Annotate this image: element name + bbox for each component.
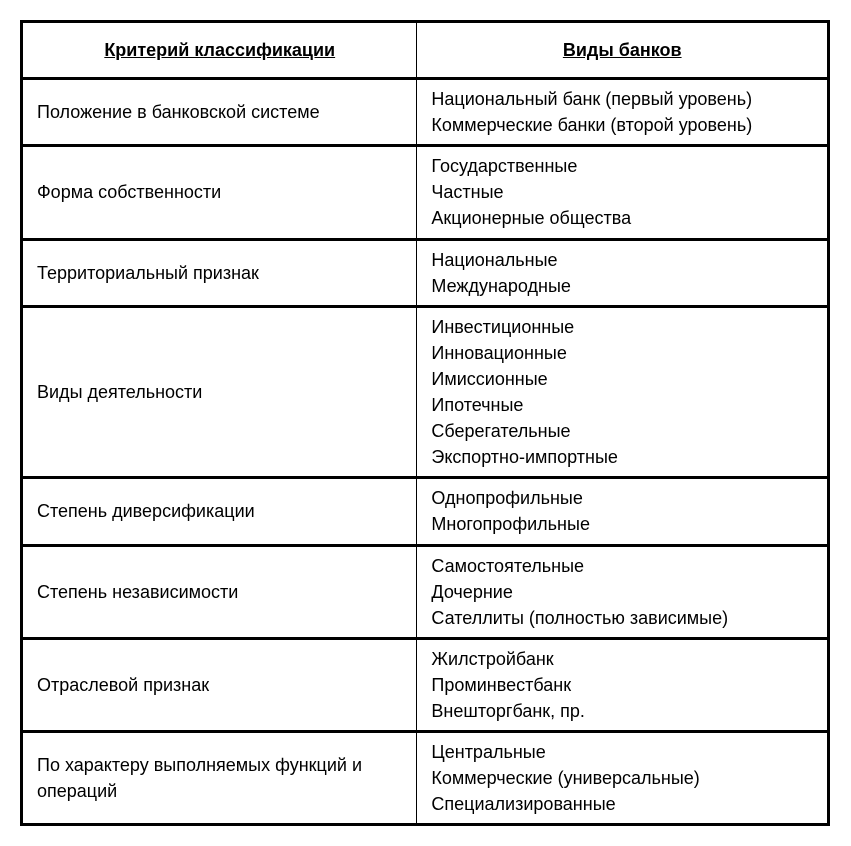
type-line: Частные — [431, 179, 813, 205]
column-header-criterion: Критерий классификации — [22, 22, 417, 79]
types-cell: ИнвестиционныеИнновационныеИмиссионныеИп… — [417, 306, 829, 478]
type-line: Акционерные общества — [431, 205, 813, 231]
criterion-cell: Положение в банковской системе — [22, 79, 417, 146]
type-line: Проминвестбанк — [431, 672, 813, 698]
types-cell: СамостоятельныеДочерниеСателлиты (полнос… — [417, 545, 829, 638]
type-line: Экспортно-импортные — [431, 444, 813, 470]
type-line: Коммерческие банки (второй уровень) — [431, 112, 813, 138]
table-row: Форма собственностиГосударственныеЧастны… — [22, 146, 829, 239]
type-line: Инвестиционные — [431, 314, 813, 340]
criterion-cell: Форма собственности — [22, 146, 417, 239]
type-line: Сателлиты (полностью зависимые) — [431, 605, 813, 631]
types-cell: Национальный банк (первый уровень)Коммер… — [417, 79, 829, 146]
type-line: Жилстройбанк — [431, 646, 813, 672]
type-line: Международные — [431, 273, 813, 299]
types-cell: ГосударственныеЧастныеАкционерные общест… — [417, 146, 829, 239]
table-row: Степень диверсификацииОднопрофильныеМног… — [22, 478, 829, 545]
type-line: Дочерние — [431, 579, 813, 605]
types-cell: ЖилстройбанкПроминвестбанкВнешторгбанк, … — [417, 638, 829, 731]
criterion-cell: Территориальный признак — [22, 239, 417, 306]
table-row: Виды деятельностиИнвестиционныеИнновацио… — [22, 306, 829, 478]
criterion-cell: Виды деятельности — [22, 306, 417, 478]
type-line: Имиссионные — [431, 366, 813, 392]
type-line: Национальный банк (первый уровень) — [431, 86, 813, 112]
table-body: Положение в банковской системеНациональн… — [22, 79, 829, 825]
type-line: Специализированные — [431, 791, 813, 817]
criterion-cell: По характеру выполняемых функций и опера… — [22, 732, 417, 825]
types-cell: ОднопрофильныеМногопрофильные — [417, 478, 829, 545]
types-cell: ЦентральныеКоммерческие (универсальные)С… — [417, 732, 829, 825]
types-cell: НациональныеМеждународные — [417, 239, 829, 306]
table-row: По характеру выполняемых функций и опера… — [22, 732, 829, 825]
type-line: Национальные — [431, 247, 813, 273]
table-row: Территориальный признакНациональныеМежду… — [22, 239, 829, 306]
type-line: Инновационные — [431, 340, 813, 366]
type-line: Ипотечные — [431, 392, 813, 418]
criterion-cell: Отраслевой признак — [22, 638, 417, 731]
table-row: Положение в банковской системеНациональн… — [22, 79, 829, 146]
table-row: Степень независимостиСамостоятельныеДоче… — [22, 545, 829, 638]
type-line: Многопрофильные — [431, 511, 813, 537]
criterion-cell: Степень диверсификации — [22, 478, 417, 545]
type-line: Коммерческие (универсальные) — [431, 765, 813, 791]
table-row: Отраслевой признакЖилстройбанкПроминвест… — [22, 638, 829, 731]
type-line: Центральные — [431, 739, 813, 765]
table-header-row: Критерий классификации Виды банков — [22, 22, 829, 79]
column-header-types: Виды банков — [417, 22, 829, 79]
type-line: Внешторгбанк, пр. — [431, 698, 813, 724]
criterion-cell: Степень независимости — [22, 545, 417, 638]
type-line: Сберегательные — [431, 418, 813, 444]
type-line: Самостоятельные — [431, 553, 813, 579]
type-line: Однопрофильные — [431, 485, 813, 511]
bank-classification-table: Критерий классификации Виды банков Полож… — [20, 20, 830, 826]
type-line: Государственные — [431, 153, 813, 179]
